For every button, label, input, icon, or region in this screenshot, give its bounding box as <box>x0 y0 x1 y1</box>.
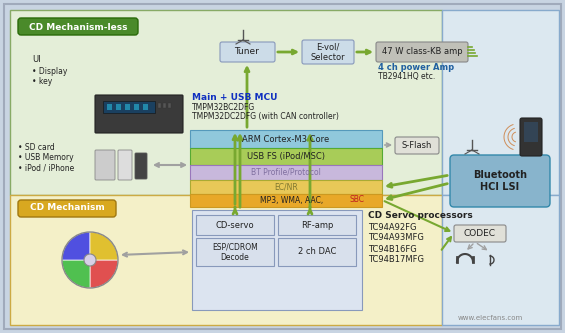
Text: 2 ch DAC: 2 ch DAC <box>298 247 336 256</box>
Bar <box>158 103 161 108</box>
Text: Tuner: Tuner <box>234 48 259 57</box>
Bar <box>134 104 139 110</box>
FancyBboxPatch shape <box>454 225 506 242</box>
Text: UI: UI <box>32 56 41 65</box>
Text: EC/NR: EC/NR <box>274 182 298 191</box>
Text: 47 W class-KB amp: 47 W class-KB amp <box>382 48 462 57</box>
Text: • Display: • Display <box>32 68 67 77</box>
Text: TC94B16FG: TC94B16FG <box>368 244 417 253</box>
Text: TMPM32DC2DFG (with CAN controller): TMPM32DC2DFG (with CAN controller) <box>192 112 339 121</box>
Text: TMPM32BC2DFG: TMPM32BC2DFG <box>192 103 255 112</box>
Bar <box>103 101 155 113</box>
Text: S-Flash: S-Flash <box>402 141 432 150</box>
Bar <box>442 195 559 325</box>
FancyBboxPatch shape <box>376 42 468 62</box>
Text: CD Servo processors: CD Servo processors <box>368 210 473 219</box>
Text: CODEC: CODEC <box>464 228 496 237</box>
Text: TB2941HQ etc.: TB2941HQ etc. <box>378 73 435 82</box>
Wedge shape <box>62 232 90 260</box>
Text: • USB Memory: • USB Memory <box>18 154 73 163</box>
Wedge shape <box>90 232 118 260</box>
Text: SBC: SBC <box>350 195 365 204</box>
Bar <box>196 215 274 235</box>
FancyBboxPatch shape <box>220 42 275 62</box>
Text: ESP/CDROM
Decode: ESP/CDROM Decode <box>212 242 258 262</box>
Text: Main + USB MCU: Main + USB MCU <box>192 93 277 102</box>
Text: www.elecfans.com: www.elecfans.com <box>458 315 523 321</box>
Bar <box>190 148 382 165</box>
Bar <box>192 210 362 310</box>
Text: • SD card: • SD card <box>18 144 55 153</box>
FancyBboxPatch shape <box>135 153 147 179</box>
Text: CD-servo: CD-servo <box>216 220 254 229</box>
FancyBboxPatch shape <box>95 95 183 133</box>
Bar <box>278 238 356 266</box>
Bar <box>116 104 121 110</box>
Text: ARM Cortex-M3 Core: ARM Cortex-M3 Core <box>242 135 329 144</box>
Text: • key: • key <box>32 78 52 87</box>
Bar <box>10 10 442 195</box>
Bar <box>524 122 538 142</box>
Text: E-vol/
Selector: E-vol/ Selector <box>311 42 345 62</box>
FancyBboxPatch shape <box>18 18 138 35</box>
Text: USB FS (iPod/MSC): USB FS (iPod/MSC) <box>247 152 325 161</box>
Bar <box>10 195 442 325</box>
FancyBboxPatch shape <box>450 155 550 207</box>
Bar <box>196 238 274 266</box>
Bar <box>125 104 130 110</box>
Text: CD Mechanism-less: CD Mechanism-less <box>29 23 127 32</box>
FancyBboxPatch shape <box>18 200 116 217</box>
Bar <box>190 180 382 194</box>
Text: • iPod / iPhone: • iPod / iPhone <box>18 164 74 172</box>
Bar <box>442 10 559 195</box>
Bar <box>143 104 148 110</box>
Text: TC94B17MFG: TC94B17MFG <box>368 255 424 264</box>
Wedge shape <box>90 260 118 288</box>
Bar <box>168 103 171 108</box>
FancyBboxPatch shape <box>118 150 132 180</box>
Text: Bluetooth
HCI LSI: Bluetooth HCI LSI <box>473 170 527 192</box>
Text: RF-amp: RF-amp <box>301 220 333 229</box>
Text: 4 ch power Amp: 4 ch power Amp <box>378 64 454 73</box>
Circle shape <box>84 254 96 266</box>
FancyBboxPatch shape <box>520 118 542 156</box>
Text: TC94A92FG: TC94A92FG <box>368 222 416 231</box>
Text: BT Profile/Protocol: BT Profile/Protocol <box>251 167 321 176</box>
Text: CD Mechanism: CD Mechanism <box>29 203 105 212</box>
Bar <box>107 104 112 110</box>
FancyBboxPatch shape <box>95 150 115 180</box>
Wedge shape <box>62 260 90 288</box>
Bar <box>163 103 166 108</box>
Bar <box>190 130 382 148</box>
Bar <box>190 165 382 180</box>
Text: MP3, WMA, AAC,: MP3, WMA, AAC, <box>260 195 325 204</box>
Bar <box>190 194 382 207</box>
Bar <box>278 215 356 235</box>
FancyBboxPatch shape <box>302 40 354 64</box>
Text: TC94A93MFG: TC94A93MFG <box>368 233 424 242</box>
FancyBboxPatch shape <box>395 137 439 154</box>
